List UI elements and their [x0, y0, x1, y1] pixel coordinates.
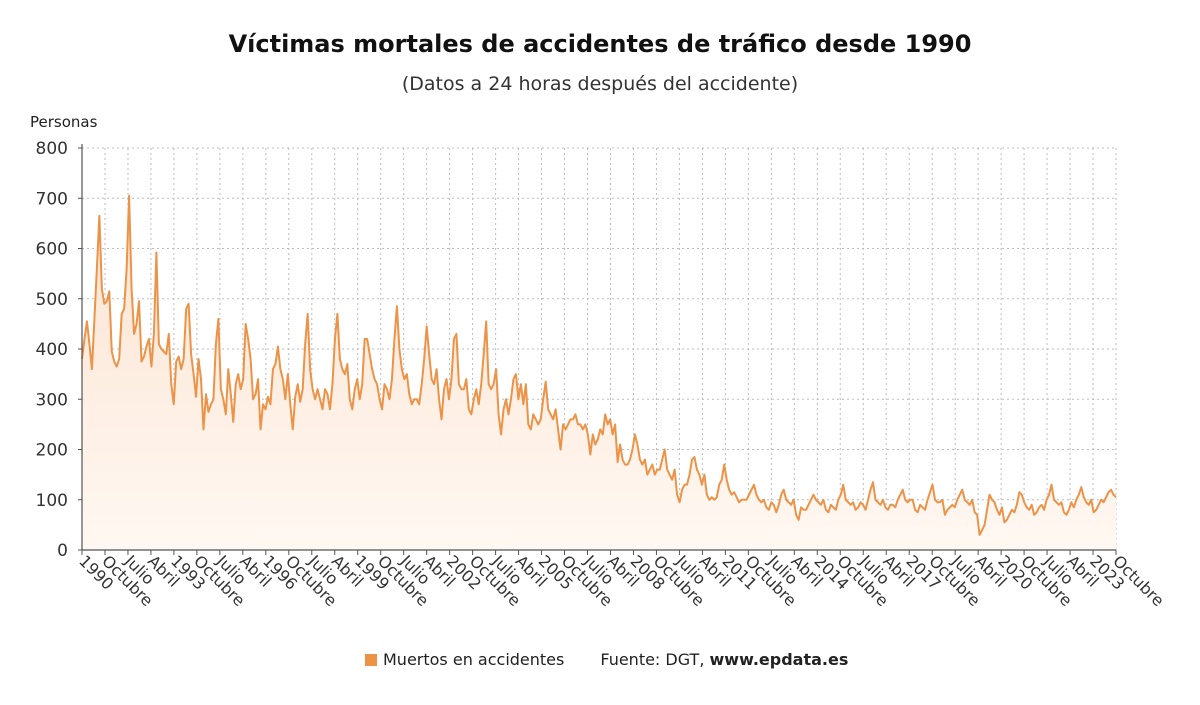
legend-swatch [365, 653, 377, 666]
area-fill [82, 195, 1116, 551]
source-note: Fuente: DGT, www.epdata.es [600, 650, 848, 669]
source-prefix: Fuente: DGT, [600, 650, 710, 669]
y-tick-label: 700 [36, 189, 68, 209]
y-tick-label: 500 [36, 290, 68, 310]
series-muertos-line [81, 194, 1117, 536]
legend: Muertos en accidentes Fuente: DGT, www.e… [365, 650, 848, 669]
y-axis-label: Personas [30, 113, 98, 131]
chart-title: Víctimas mortales de accidentes de tráfi… [228, 30, 972, 58]
y-tick-label: 200 [36, 441, 68, 461]
y-tick-label: 300 [36, 390, 68, 410]
legend-series-label: Muertos en accidentes [383, 650, 565, 669]
y-tick-label: 600 [36, 240, 68, 260]
y-tick-label: 800 [36, 139, 68, 159]
y-tick-label: 100 [36, 491, 68, 511]
source-site: www.epdata.es [709, 650, 849, 669]
chart-subtitle: (Datos a 24 horas después del accidente) [401, 73, 799, 95]
y-tick-label: 0 [57, 541, 68, 561]
series-area [82, 195, 1116, 551]
axes: 01002003004005006007008001990OctubreJuli… [36, 139, 1168, 610]
y-tick-label: 400 [36, 340, 68, 360]
series-line [81, 194, 1117, 536]
